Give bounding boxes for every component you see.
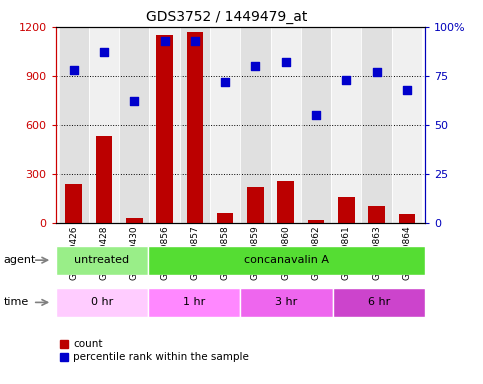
Point	[282, 59, 290, 65]
Bar	[180, 27, 210, 223]
Bar	[338, 197, 355, 223]
Text: GDS3752 / 1449479_at: GDS3752 / 1449479_at	[146, 10, 308, 23]
Text: 1 hr: 1 hr	[183, 297, 205, 308]
Point	[161, 38, 169, 44]
Bar	[247, 187, 264, 223]
Text: agent: agent	[4, 255, 36, 265]
Bar	[361, 27, 392, 223]
Point	[70, 67, 78, 73]
Bar	[398, 214, 415, 223]
Text: concanavalin A: concanavalin A	[244, 255, 329, 265]
Point	[403, 86, 411, 93]
Bar	[156, 35, 173, 223]
Text: 3 hr: 3 hr	[275, 297, 298, 308]
Text: 6 hr: 6 hr	[368, 297, 390, 308]
Bar	[126, 218, 142, 223]
Bar	[148, 246, 425, 275]
Text: time: time	[4, 297, 29, 308]
Bar	[277, 181, 294, 223]
Bar	[368, 207, 385, 223]
Bar	[301, 27, 331, 223]
Bar	[217, 213, 233, 223]
Bar	[89, 27, 119, 223]
Bar	[210, 27, 241, 223]
Text: untreated: untreated	[74, 255, 129, 265]
Text: 0 hr: 0 hr	[91, 297, 113, 308]
Point	[221, 79, 229, 85]
Point	[373, 69, 381, 75]
Bar	[308, 220, 325, 223]
Point	[312, 112, 320, 118]
Bar	[56, 246, 148, 275]
Bar	[65, 184, 82, 223]
Bar	[241, 27, 270, 223]
Bar	[270, 27, 301, 223]
Bar	[333, 288, 425, 317]
Point	[130, 98, 138, 104]
Bar	[119, 27, 149, 223]
Bar	[149, 27, 180, 223]
Bar	[58, 27, 89, 223]
Bar	[392, 27, 422, 223]
Point	[191, 38, 199, 44]
Point	[100, 49, 108, 55]
Bar	[186, 32, 203, 223]
Point	[342, 77, 350, 83]
Bar	[56, 288, 148, 317]
Bar	[331, 27, 361, 223]
Legend: count, percentile rank within the sample: count, percentile rank within the sample	[61, 339, 249, 362]
Bar	[96, 136, 113, 223]
Bar	[241, 288, 333, 317]
Point	[252, 63, 259, 69]
Bar	[148, 288, 241, 317]
